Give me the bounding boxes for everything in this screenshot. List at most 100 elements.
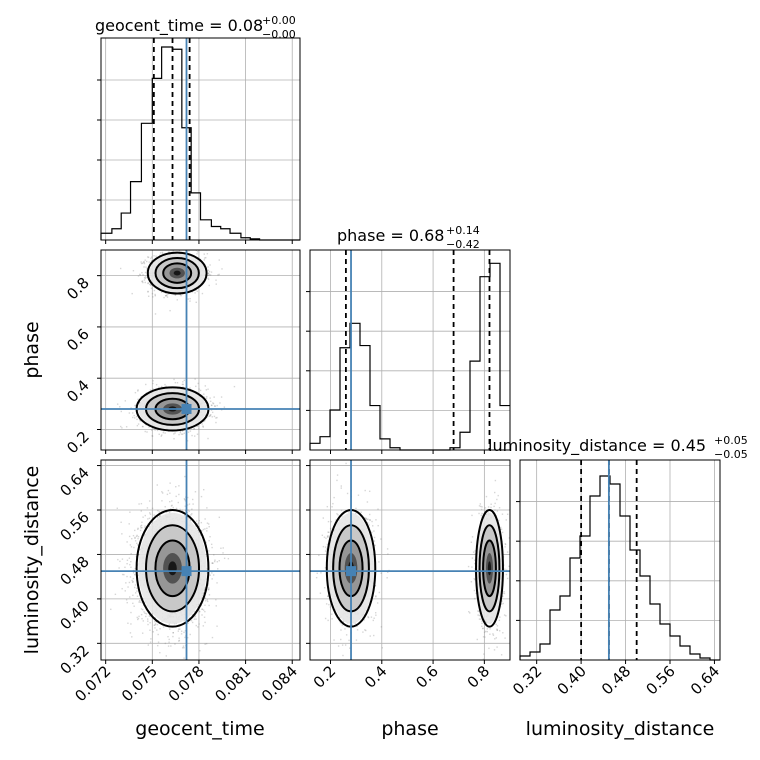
scatter-geocent-time-luminosity-distance-point (198, 623, 200, 625)
scatter-geocent-time-phase-point (179, 431, 182, 434)
scatter-geocent-time-luminosity-distance-point (208, 539, 210, 542)
scatter-geocent-time-luminosity-distance-point (171, 500, 173, 502)
scatter-geocent-time-phase-point (214, 405, 216, 407)
scatter-geocent-time-luminosity-distance-point (121, 573, 124, 576)
scatter-geocent-time-phase-point (188, 428, 190, 431)
scatter-geocent-time-phase-point (150, 259, 153, 262)
scatter-geocent-time-phase-point (132, 270, 135, 272)
scatter-geocent-time-phase-point (195, 301, 197, 304)
scatter-geocent-time-phase-point (141, 262, 144, 264)
scatter-geocent-time-luminosity-distance-point (137, 617, 140, 620)
scatter-geocent-time-luminosity-distance-point (127, 586, 129, 588)
scatter-geocent-time-luminosity-distance-point (134, 592, 137, 594)
scatter-geocent-time-luminosity-distance-point (200, 495, 203, 498)
hist-geocent-time-bin-12 (221, 229, 230, 240)
scatter-geocent-time-phase-point (144, 271, 147, 274)
scatter-geocent-time-luminosity-distance-point (129, 576, 132, 578)
scatter-geocent-time-luminosity-distance-point (182, 645, 185, 647)
scatter-geocent-time-phase-point (151, 292, 154, 295)
scatter-geocent-time-phase-point (146, 276, 148, 279)
scatter-geocent-time-phase-point (125, 426, 128, 428)
scatter-geocent-time-phase-point (182, 383, 184, 386)
scatter-geocent-time-luminosity-distance-point (201, 608, 203, 610)
scatter-geocent-time-luminosity-distance-point (161, 500, 163, 502)
scatter-geocent-time-luminosity-distance-point (141, 618, 143, 620)
scatter-geocent-time-luminosity-distance-point (206, 527, 208, 530)
scatter-geocent-time-luminosity-distance-point (211, 562, 213, 564)
scatter-geocent-time-phase-point (140, 261, 142, 263)
scatter-geocent-time-luminosity-distance-point (137, 618, 139, 621)
scatter-geocent-time-phase-point (203, 396, 206, 398)
scatter-geocent-time-phase-point (189, 387, 191, 389)
scatter-geocent-time-luminosity-distance-point (133, 605, 135, 607)
scatter-geocent-time-phase-point (116, 403, 119, 405)
scatter-geocent-time-phase-point (207, 437, 209, 440)
scatter-geocent-time-luminosity-distance-point (149, 641, 152, 643)
scatter-geocent-time-luminosity-distance-point (144, 514, 146, 517)
scatter-geocent-time-luminosity-distance-point (191, 508, 193, 510)
scatter-geocent-time-luminosity-distance-point (192, 498, 194, 501)
scatter-geocent-time-luminosity-distance-point (191, 513, 193, 515)
scatter-geocent-time-luminosity-distance-point (159, 515, 161, 517)
scatter-geocent-time-phase-point (207, 277, 209, 279)
scatter-geocent-time-luminosity-distance-point (183, 657, 185, 659)
scatter-geocent-time-phase-point (187, 298, 189, 300)
scatter-geocent-time-phase-point (152, 382, 154, 385)
scatter-geocent-time-luminosity-distance-point (199, 650, 201, 652)
scatter-geocent-time-phase-point (140, 262, 143, 265)
scatter-geocent-time-luminosity-distance-point (206, 530, 208, 532)
scatter-geocent-time-phase-0-contour-2 (162, 262, 193, 284)
scatter-geocent-time-phase-body (116, 248, 236, 442)
scatter-geocent-time-luminosity-distance-point (205, 578, 207, 580)
hist-geocent-time-bin-9 (191, 193, 200, 240)
scatter-geocent-time-luminosity-distance-point (140, 502, 143, 505)
scatter-geocent-time-luminosity-distance-point (141, 521, 143, 524)
hist-phase-bin-7 (380, 439, 390, 450)
scatter-geocent-time-phase-point (144, 430, 146, 433)
scatter-geocent-time-luminosity-distance-point (188, 617, 191, 620)
scatter-geocent-time-luminosity-distance-point (141, 527, 143, 529)
scatter-geocent-time-phase-point (203, 393, 205, 395)
scatter-geocent-time-luminosity-distance-point (194, 615, 197, 618)
scatter-geocent-time-luminosity-distance-point (137, 535, 140, 538)
scatter-geocent-time-luminosity-distance-point (213, 560, 216, 563)
scatter-geocent-time-phase-point (181, 433, 184, 435)
scatter-geocent-time-phase-point (211, 404, 213, 407)
scatter-geocent-time-phase-point (175, 248, 176, 249)
scatter-geocent-time-luminosity-distance-point (190, 619, 193, 622)
scatter-geocent-time-phase-point (205, 256, 207, 259)
scatter-geocent-time-phase-point (135, 415, 138, 418)
scatter-geocent-time-luminosity-distance-body (110, 475, 230, 659)
scatter-geocent-time-phase-point (179, 293, 181, 296)
scatter-geocent-time-luminosity-distance-point (134, 536, 136, 539)
hist-geocent-time-step (100, 46, 300, 241)
scatter-geocent-time-luminosity-distance-point (211, 572, 213, 574)
hist-phase-frame (309, 249, 511, 451)
scatter-geocent-time-luminosity-distance-point (144, 612, 146, 614)
scatter-geocent-time-phase-point (147, 282, 149, 284)
scatter-geocent-time-luminosity-distance-point (195, 624, 197, 627)
scatter-geocent-time-luminosity-distance-point (213, 554, 215, 556)
scatter-geocent-time-luminosity-distance-point (133, 546, 135, 549)
scatter-geocent-time-luminosity-distance-point (137, 544, 139, 546)
scatter-geocent-time-phase-point (142, 425, 144, 428)
scatter-geocent-time-phase-point (165, 294, 168, 297)
scatter-geocent-time-luminosity-distance-point (216, 561, 219, 563)
scatter-geocent-time-phase-point (213, 415, 216, 418)
hist-phase-bin-2 (330, 410, 340, 450)
scatter-geocent-time-luminosity-distance-point (186, 511, 189, 514)
scatter-geocent-time-luminosity-distance-point (136, 542, 138, 545)
scatter-geocent-time-phase-point (151, 429, 153, 431)
scatter-geocent-time-phase-point (131, 292, 133, 295)
scatter-geocent-time-phase-point (137, 423, 140, 425)
hist-geocent-time-bin-4 (141, 123, 152, 240)
scatter-geocent-time-phase-point (153, 260, 156, 263)
scatter-geocent-time-luminosity-distance-point (134, 567, 136, 570)
scatter-geocent-time-luminosity-distance-point (187, 622, 189, 624)
scatter-geocent-time-phase-point (215, 421, 217, 424)
scatter-geocent-time-luminosity-distance-point (169, 482, 171, 484)
scatter-geocent-time-luminosity-distance-point (168, 623, 170, 626)
scatter-geocent-time-phase-point (144, 259, 146, 261)
scatter-geocent-time-phase-point (204, 385, 207, 387)
scatter-geocent-time-phase-point (206, 395, 208, 398)
